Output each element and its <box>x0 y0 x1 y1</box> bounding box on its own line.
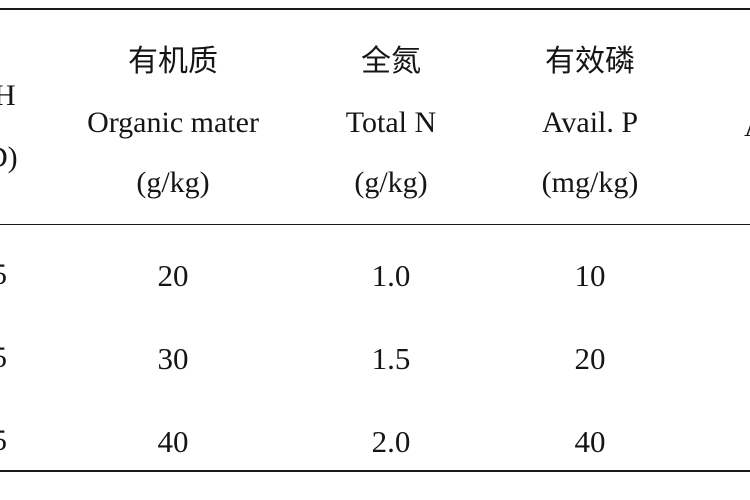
column-header-zh: 有机质 <box>128 45 218 78</box>
table-bottom-rule <box>0 470 750 472</box>
column-header-unit: (g/kg) <box>136 166 210 199</box>
table-top-rule <box>0 8 750 10</box>
column-header-en: Organic mater <box>87 106 259 139</box>
table-cell-organic-matter: 30 <box>157 341 189 376</box>
column-header-unit: (mg/kg) <box>541 166 639 199</box>
table-cell-organic-matter: 20 <box>157 258 189 293</box>
table-cell-total-n: 2.0 <box>371 424 411 459</box>
partial-left-header-line1: H <box>0 79 16 112</box>
table-header-rule <box>0 224 750 225</box>
column-header-en: Total N <box>345 106 437 139</box>
partial-left-cell: 5 <box>0 341 7 375</box>
table-cell-total-n: 1.5 <box>371 341 411 376</box>
column-header-en: Avail. P <box>541 106 639 139</box>
partial-left-header-line2: D) <box>0 141 18 174</box>
table-cell-avail-p: 40 <box>574 424 606 459</box>
column-header-zh: 有效磷 <box>545 45 635 78</box>
partial-right-header: A <box>744 110 750 144</box>
table-cell-avail-p: 10 <box>574 258 606 293</box>
table-cell-avail-p: 20 <box>574 341 606 376</box>
partial-left-cell: 5 <box>0 424 7 458</box>
table-cell-total-n: 1.0 <box>371 258 411 293</box>
column-header-zh: 全氮 <box>361 45 421 78</box>
table-cell-organic-matter: 40 <box>157 424 189 459</box>
column-header-unit: (g/kg) <box>354 166 428 199</box>
partial-left-cell: 5 <box>0 258 7 292</box>
